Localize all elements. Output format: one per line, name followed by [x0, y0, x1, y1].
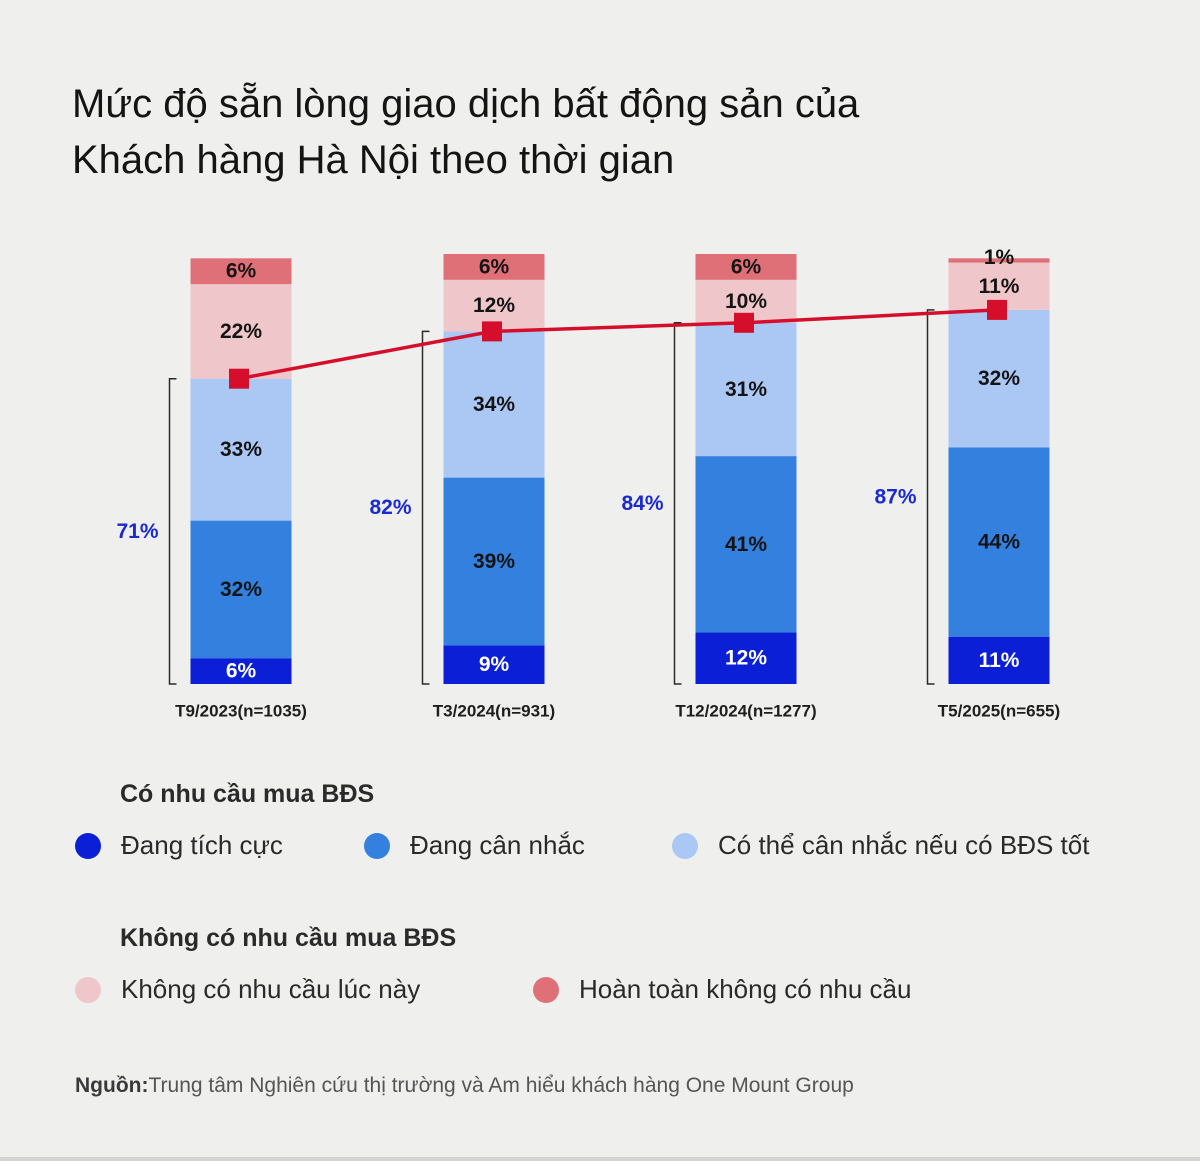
bar-value-label: 11% [979, 649, 1020, 672]
trend-marker [229, 368, 249, 389]
legend-swatch [75, 832, 101, 859]
bar-segment [443, 254, 545, 280]
demand-bracket [926, 309, 935, 685]
bar-segment [948, 636, 1050, 684]
bar-value-label: 9% [479, 653, 510, 676]
bar-value-label: 6% [226, 260, 257, 283]
bar-value-label: 34% [473, 393, 515, 416]
source-label: Nguồn: [75, 1074, 149, 1097]
legend-item-no-need: Hoàn toàn không có nhu cầu [533, 974, 911, 1005]
legend-swatch [364, 832, 390, 859]
x-tick-label: T12/2024(n=1277) [675, 702, 816, 721]
bar-value-label: 6% [731, 255, 762, 278]
trend-marker [734, 312, 754, 333]
legend-item-not-now: Không có nhu cầu lúc này [75, 974, 420, 1005]
x-tick-label: T5/2025(n=655) [938, 702, 1060, 721]
bar-value-label: 32% [220, 578, 262, 601]
bar-segment [695, 254, 797, 280]
bar-segment [443, 331, 545, 478]
bar-value-label: 12% [473, 294, 515, 317]
bar-value-label: 31% [725, 378, 767, 401]
chart-title-line-1: Mức độ sẵn lòng giao dịch bất động sản c… [72, 82, 860, 126]
legend-group-demand-title: Có nhu cầu mua BĐS [120, 780, 375, 808]
bar-segment [190, 284, 292, 379]
trend-marker [482, 321, 502, 342]
legend-label: Hoàn toàn không có nhu cầu [579, 974, 912, 1004]
demand-bracket [168, 377, 177, 685]
bar-segment [190, 258, 292, 285]
legend-group-no-demand-title: Không có nhu cầu mua BĐS [120, 924, 457, 952]
bar-value-label: 22% [220, 320, 262, 343]
demand-total-label: 82% [369, 496, 411, 519]
bar-value-label: 41% [725, 533, 767, 556]
bar-segment [190, 520, 292, 659]
legend-swatch [672, 832, 698, 859]
bar-segment [695, 322, 797, 457]
legend-label: Đang cân nhắc [410, 830, 585, 860]
bar-segment [948, 258, 1050, 263]
source-note: Nguồn:Trung tâm Nghiên cứu thị trường và… [75, 1074, 854, 1098]
bar-segment [948, 447, 1050, 637]
demand-total-label: 84% [621, 492, 663, 515]
bottom-divider [0, 1157, 1200, 1161]
bar-value-label: 6% [226, 660, 257, 683]
bar-segment [948, 309, 1050, 448]
legend-label: Không có nhu cầu lúc này [121, 974, 421, 1004]
demand-total-label: 87% [874, 485, 916, 508]
chart-title-line-2: Khách hàng Hà Nội theo thời gian [72, 138, 675, 182]
x-tick-label: T9/2023(n=1035) [175, 702, 307, 721]
chart-title: Mức độ sẵn lòng giao dịch bất động sản c… [72, 76, 1072, 188]
demand-bracket [421, 330, 430, 685]
x-tick-label: T3/2024(n=931) [433, 702, 555, 721]
legend-item-considering: Đang cân nhắc [364, 830, 585, 861]
bar-value-label: 10% [725, 290, 767, 313]
bar-value-label: 1% [984, 246, 1015, 269]
bar-segment [443, 645, 545, 684]
bar-segment [190, 658, 292, 684]
bar-value-label: 12% [725, 647, 767, 670]
legend-label: Đang tích cực [121, 830, 283, 860]
bar-value-label: 11% [979, 275, 1020, 298]
bar-value-label: 32% [978, 367, 1020, 390]
stacked-bar-chart: 6% 32% 33% 22% 6% 71% T9/2023(n=1035) 9% 39% 34% 1… [116, 246, 1060, 721]
bar-value-label: 33% [220, 438, 262, 461]
demand-trend-line [238, 308, 998, 381]
legend-item-maybe: Có thể cân nhắc nếu có BĐS tốt [672, 830, 1089, 861]
source-text: Trung tâm Nghiên cứu thị trường và Am hi… [148, 1074, 854, 1097]
legend-label: Có thể cân nhắc nếu có BĐS tốt [718, 830, 1090, 860]
legend-swatch [75, 976, 101, 1003]
legend-swatch [533, 976, 559, 1003]
legend-item-active: Đang tích cực [75, 830, 283, 861]
trend-marker [987, 299, 1007, 320]
demand-total-label: 71% [116, 520, 158, 543]
bar-value-label: 44% [978, 531, 1020, 554]
bar-segment [695, 632, 797, 684]
bar-segment [695, 456, 797, 633]
demand-bracket [673, 322, 682, 685]
bar-segment [443, 477, 545, 646]
bar-value-label: 39% [473, 550, 515, 573]
bar-value-label: 6% [479, 255, 510, 278]
bar-segment [190, 378, 292, 521]
